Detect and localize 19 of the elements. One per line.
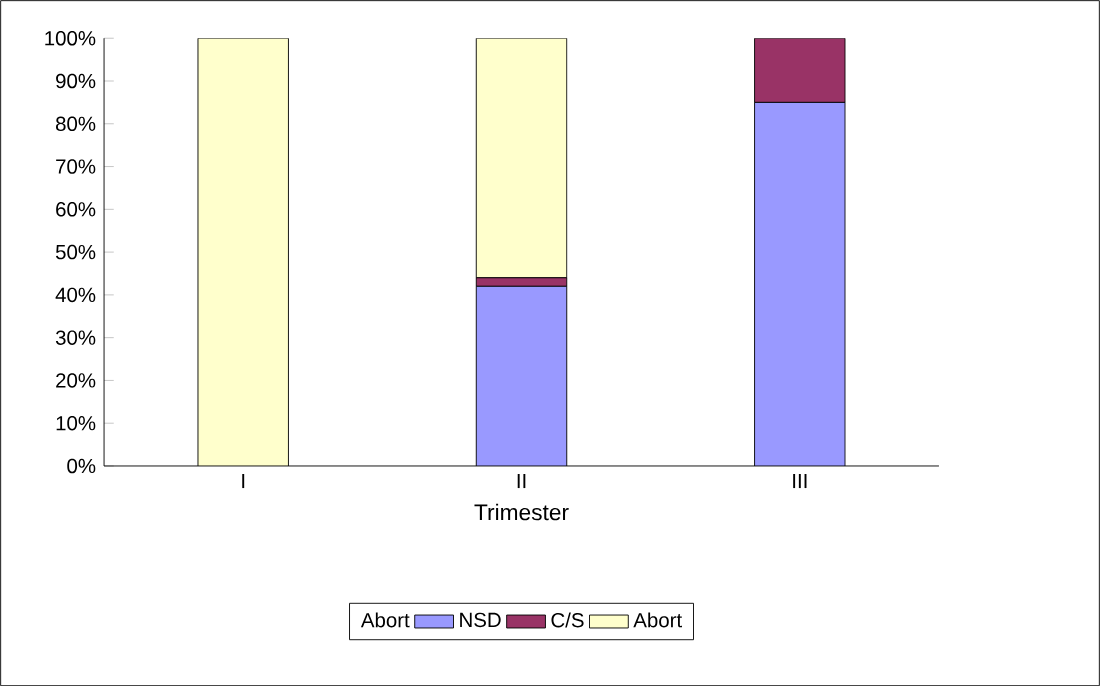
- x-axis-title: Trimester: [474, 503, 569, 521]
- legend-label: C/S: [551, 612, 584, 628]
- y-tick-label: 30%: [55, 330, 96, 345]
- x-tick-label: I: [242, 473, 245, 488]
- legend-title: Abort: [360, 612, 410, 628]
- legend-label: NSD: [460, 612, 501, 627]
- y-tick-label: 0%: [67, 458, 96, 474]
- y-tick-label: 70%: [56, 159, 96, 174]
- y-tick-label: 40%: [55, 287, 96, 302]
- x-tick-label: II: [517, 473, 526, 488]
- y-tick-label: 90%: [56, 73, 96, 89]
- y-tick-label: 20%: [56, 373, 96, 388]
- y-tick-label: 50%: [55, 244, 96, 260]
- y-tick-label: 10%: [56, 415, 96, 431]
- y-tick-label: 80%: [56, 116, 96, 131]
- y-tick-label: 100%: [45, 30, 96, 46]
- y-tick-label: 60%: [56, 201, 96, 217]
- legend-label: Abort: [633, 612, 682, 628]
- x-tick-label: III: [793, 473, 807, 488]
